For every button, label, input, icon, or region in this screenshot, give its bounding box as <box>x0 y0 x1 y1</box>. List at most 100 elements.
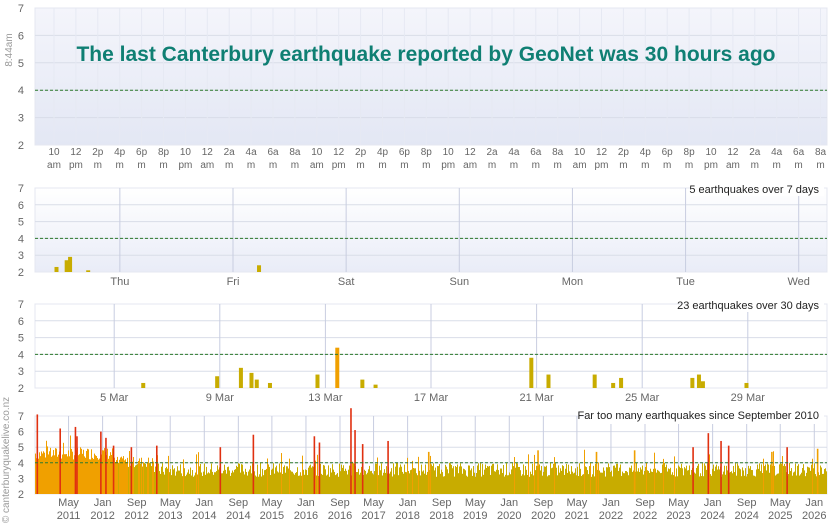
x-tick-label: 2a m <box>224 147 236 171</box>
y-tick-label: 4 <box>18 458 24 470</box>
quake-bar <box>571 466 572 494</box>
week-bars <box>54 256 262 272</box>
quake-bar <box>385 472 386 494</box>
quake-bar <box>56 448 57 494</box>
day-y-axis: 2 3 4 5 6 7 <box>18 3 24 152</box>
quake-bar <box>421 464 422 494</box>
quake-bar <box>162 463 163 494</box>
notable-quake-bar <box>361 444 364 494</box>
quake-bar <box>263 475 264 494</box>
quake-bar <box>352 461 353 494</box>
quake-bar <box>775 475 776 494</box>
quake-bar <box>609 467 610 494</box>
quake-bar <box>754 475 755 494</box>
tick-line-2: m <box>116 160 124 171</box>
x-tick-label: 4p m <box>640 147 652 171</box>
quake-bar <box>178 470 179 494</box>
quake-bar <box>797 465 798 494</box>
quake-bar <box>212 471 213 494</box>
quake-bar <box>133 456 134 494</box>
x-tick-label: 6a m <box>267 147 279 171</box>
y-tick-label: 6 <box>18 427 24 439</box>
quake-bar <box>375 463 376 494</box>
tick-line-2: 2022 <box>633 510 657 522</box>
quake-bar <box>209 473 210 494</box>
notable-quake-bar <box>786 447 788 494</box>
quake-bar <box>511 469 512 494</box>
quake-bar <box>53 450 54 494</box>
x-tick-label: 8p m <box>421 147 433 171</box>
quake-bar <box>614 465 615 494</box>
tick-line-2: pm <box>69 160 83 171</box>
quake-bar <box>587 470 588 494</box>
x-tick-label: 25 Mar <box>625 392 660 404</box>
tick-line-2: am <box>200 160 214 171</box>
tick-line-1: 8a <box>552 147 564 158</box>
quake-bar <box>593 465 594 494</box>
quake-bar <box>592 474 593 494</box>
tick-line-2: m <box>619 160 627 171</box>
quake-bar <box>507 475 508 494</box>
quake-bar <box>758 468 759 494</box>
quake-bar <box>234 469 235 494</box>
quake-bar <box>395 466 396 494</box>
quake-bar <box>794 471 795 494</box>
quake-bar <box>757 464 758 494</box>
quake-bar <box>742 467 743 494</box>
quake-bar <box>211 463 212 494</box>
quake-bar <box>151 466 152 494</box>
quake-bar <box>338 476 339 494</box>
quake-bar <box>81 448 82 494</box>
quake-bar <box>143 462 144 494</box>
quake-bar <box>650 468 651 494</box>
quake-bar <box>282 473 283 494</box>
tick-line-2: pm <box>332 160 346 171</box>
quake-bar <box>206 466 207 494</box>
quake-bar <box>425 464 426 494</box>
quake-bar <box>269 466 270 494</box>
x-tick-label: 6p m <box>662 147 674 171</box>
quake-bar <box>530 471 531 494</box>
tick-line-2: m <box>641 160 649 171</box>
notable-quake-bar <box>595 451 598 494</box>
quake-bar <box>127 457 128 494</box>
quake-bar <box>534 454 535 494</box>
quake-bar <box>357 472 358 494</box>
tick-line-2: m <box>356 160 364 171</box>
quake-bar <box>256 476 257 494</box>
quake-bar <box>774 465 775 494</box>
x-tick-label: Jan 2016 <box>294 497 318 522</box>
quake-bar <box>335 347 340 388</box>
tick-line-1: 4p <box>377 147 389 158</box>
quake-bar <box>248 471 249 494</box>
quake-bar <box>790 471 791 494</box>
quake-bar <box>517 463 518 494</box>
quake-bar <box>370 471 371 494</box>
quake-bar <box>496 469 497 494</box>
quake-bar <box>128 466 129 494</box>
quake-bar <box>238 367 243 388</box>
quake-bar <box>814 463 815 494</box>
quake-bar <box>552 467 553 494</box>
quake-bar <box>179 470 180 494</box>
quake-bar <box>809 467 810 494</box>
quake-bar <box>57 456 58 494</box>
quake-bar <box>372 473 373 494</box>
quake-bar <box>629 467 630 494</box>
quake-bar <box>144 463 145 494</box>
quake-bar <box>334 471 335 494</box>
quake-bar <box>294 474 295 494</box>
quake-bar <box>172 465 173 494</box>
quake-bar <box>769 472 770 494</box>
tick-line-2: m <box>137 160 145 171</box>
x-tick-label: 2p m <box>92 147 104 171</box>
quake-bar <box>65 454 66 494</box>
quake-bar <box>731 471 732 494</box>
quake-bar <box>584 449 585 494</box>
tick-line-1: 10 <box>705 147 717 158</box>
quake-bar <box>290 470 291 494</box>
quake-bar <box>416 473 417 494</box>
copyright-label: © canterburyquakelive.co.nz <box>1 397 12 523</box>
quake-bar <box>819 475 820 494</box>
tick-line-2: m <box>794 160 802 171</box>
